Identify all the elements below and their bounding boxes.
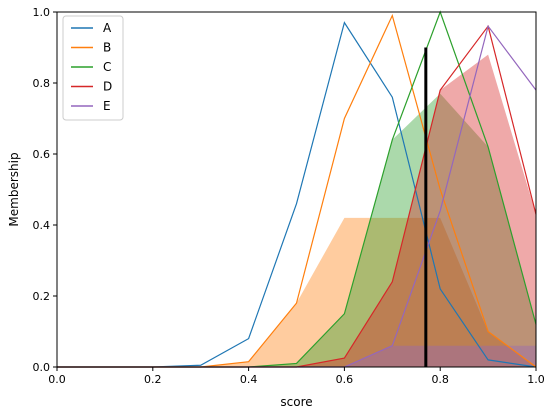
activation-fill-e <box>57 345 536 367</box>
y-tick-label: 0.2 <box>33 290 51 303</box>
activation-fill-d <box>57 54 536 367</box>
legend-label-c: C <box>103 60 111 74</box>
activation-fill-b <box>57 217 536 367</box>
y-tick-label: 0.8 <box>33 77 51 90</box>
activation-fill-c <box>57 93 536 368</box>
x-tick-label: 0.0 <box>48 373 66 386</box>
y-tick-label: 0.0 <box>33 361 51 374</box>
legend-label-b: B <box>103 41 111 55</box>
x-tick-label: 0.2 <box>144 373 162 386</box>
y-tick-label: 1.0 <box>33 6 51 19</box>
plot-frame <box>56 11 537 368</box>
activation-fills <box>57 54 536 368</box>
x-axis: 0.0 0.2 0.4 0.6 0.8 1.0 <box>48 367 545 386</box>
y-tick-label: 0.6 <box>33 148 51 161</box>
y-axis-label: Membership <box>7 152 21 226</box>
legend-label-a: A <box>103 21 112 35</box>
y-axis: 0.0 0.2 0.4 0.6 0.8 1.0 <box>33 6 57 374</box>
legend-label-d: D <box>103 80 112 94</box>
y-tick-label: 0.4 <box>33 219 51 232</box>
x-tick-label: 1.0 <box>527 373 545 386</box>
legend-box <box>62 15 124 121</box>
x-axis-label: score <box>280 395 312 409</box>
x-tick-label: 0.6 <box>336 373 354 386</box>
legend-label-e: E <box>103 99 111 113</box>
x-tick-label: 0.8 <box>431 373 449 386</box>
x-tick-label: 0.4 <box>240 373 258 386</box>
